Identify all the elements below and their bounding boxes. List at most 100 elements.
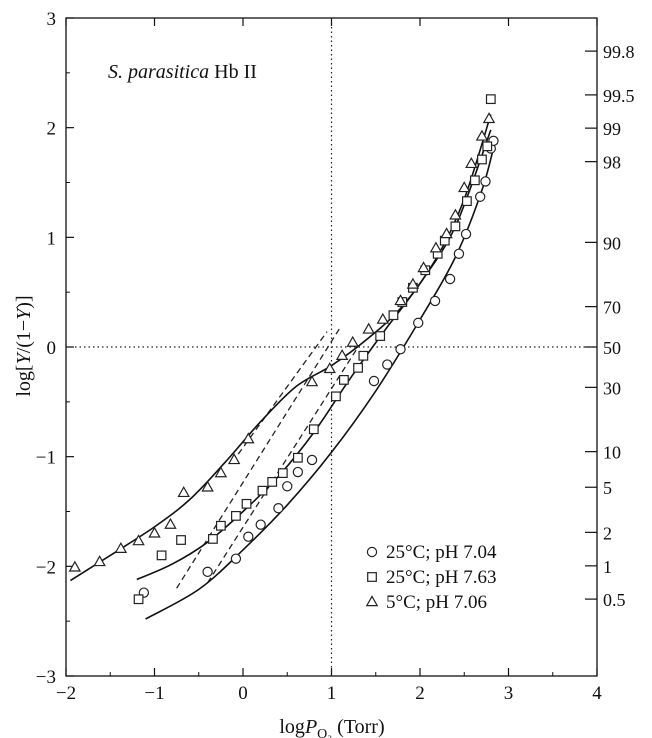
data-point-square <box>267 476 278 487</box>
fit-curve <box>145 140 496 620</box>
data-point-triangle <box>346 335 359 347</box>
x-tick-label: 2 <box>415 683 425 704</box>
data-point-triangle <box>68 560 82 572</box>
data-point-square <box>156 550 167 561</box>
data-point-circle <box>282 481 293 492</box>
data-point-triangle <box>449 208 462 220</box>
data-point-triangle <box>406 277 420 289</box>
data-point-square <box>469 175 480 186</box>
data-point-square <box>257 485 268 496</box>
x-axis-label: logPO₂ (Torr) <box>279 716 384 738</box>
x-tick-label: 1 <box>327 683 337 704</box>
y-axis-label: log[Y/(1−Y)] <box>13 295 35 396</box>
data-point-circle <box>395 343 406 355</box>
data-point-circle <box>368 375 380 387</box>
data-point-square <box>292 452 303 463</box>
x-tick-labels: −2 −1 0 1 2 3 4 <box>56 683 602 704</box>
y-tick-label: −2 <box>36 557 56 578</box>
data-point-triangle <box>201 480 214 492</box>
data-point-triangle <box>458 181 471 193</box>
data-point-triangle <box>362 322 375 334</box>
right-percent-label: 10 <box>603 443 621 463</box>
y-tick-label: 1 <box>47 228 57 249</box>
data-point-square <box>308 424 319 435</box>
data-point-circle <box>460 228 472 240</box>
data-point-triangle <box>227 453 241 465</box>
data-point-triangle <box>132 534 145 546</box>
fit-curve <box>136 129 492 581</box>
legend-label: 25°C; pH 7.63 <box>386 567 497 588</box>
data-point-circle <box>255 519 266 530</box>
legend-marker-square <box>367 572 377 582</box>
data-point-triangle <box>214 466 228 478</box>
data-point-circle <box>429 295 441 307</box>
data-point-circle <box>413 317 424 329</box>
data-point-triangle <box>394 294 407 306</box>
data-points <box>68 94 499 605</box>
right-percent-label: 99 <box>603 119 621 139</box>
right-percent-label: 5 <box>603 478 612 498</box>
data-point-circle <box>453 248 465 259</box>
data-point-triangle <box>475 129 489 141</box>
y-tick-label: 3 <box>47 9 57 30</box>
data-point-triangle <box>376 312 390 324</box>
legend-marker-triangle <box>365 595 379 607</box>
x-tick-label: 4 <box>592 683 602 704</box>
data-point-square <box>176 535 186 545</box>
data-point-circle <box>292 466 304 478</box>
data-point-triangle <box>114 541 128 553</box>
right-percent-label: 1 <box>603 557 612 577</box>
dashed-asymptote <box>231 331 328 463</box>
y-tick-labels: −3 −2 −1 0 1 2 3 <box>36 9 56 688</box>
y-tick-label: 0 <box>47 338 57 359</box>
data-point-square <box>485 94 496 105</box>
data-point-square <box>353 362 363 373</box>
data-point-square <box>208 534 218 544</box>
data-point-square <box>241 498 252 509</box>
data-point-triangle <box>148 526 161 538</box>
data-point-square <box>482 141 493 152</box>
data-point-triangle <box>429 241 443 253</box>
data-point-square <box>277 468 288 479</box>
legend-marker-circle <box>366 546 378 558</box>
y-tick-label: −1 <box>36 448 56 469</box>
data-point-triangle <box>164 517 177 529</box>
data-point-square <box>450 221 461 232</box>
data-point-circle <box>273 503 284 514</box>
x-tick-label: −2 <box>56 683 76 704</box>
data-point-circle <box>444 273 456 285</box>
data-point-square <box>375 331 386 341</box>
reference-lines <box>66 18 597 676</box>
right-percent-label: 98 <box>603 153 621 173</box>
x-tick-label: 3 <box>504 683 514 704</box>
data-point-triangle <box>305 375 319 387</box>
right-percent-label: 70 <box>603 298 621 318</box>
right-percent-label: 99.5 <box>603 86 635 106</box>
right-percent-label: 50 <box>603 338 621 358</box>
data-point-circle <box>382 359 393 370</box>
data-point-square <box>331 391 341 402</box>
right-axis-percent-ticks: 99.8 99.5 99 98 90 70 50 30 10 5 2 1 0.5 <box>603 42 635 610</box>
x-tick-label: 0 <box>238 683 248 704</box>
data-point-square <box>358 350 369 361</box>
data-point-triangle <box>465 157 478 169</box>
data-point-square <box>338 375 349 385</box>
legend-label: 5°C; pH 7.06 <box>386 592 487 613</box>
right-percent-label: 0.5 <box>603 590 626 610</box>
right-percent-label: 99.8 <box>603 42 635 62</box>
data-point-circle <box>243 531 254 542</box>
right-percent-label: 30 <box>603 378 621 398</box>
legend-label: 25°C; pH 7.04 <box>386 542 497 563</box>
data-point-square <box>215 520 226 531</box>
data-point-circle <box>480 176 491 187</box>
data-point-square <box>388 310 399 321</box>
data-point-triangle <box>177 486 190 498</box>
data-point-circle <box>474 191 486 202</box>
annotation-label: S. parasitica Hb II <box>108 61 257 83</box>
data-point-square <box>462 196 472 207</box>
data-point-square <box>231 510 241 521</box>
right-percent-label: 2 <box>603 523 612 543</box>
data-point-triangle <box>323 362 336 374</box>
y-tick-label: 2 <box>47 119 57 140</box>
